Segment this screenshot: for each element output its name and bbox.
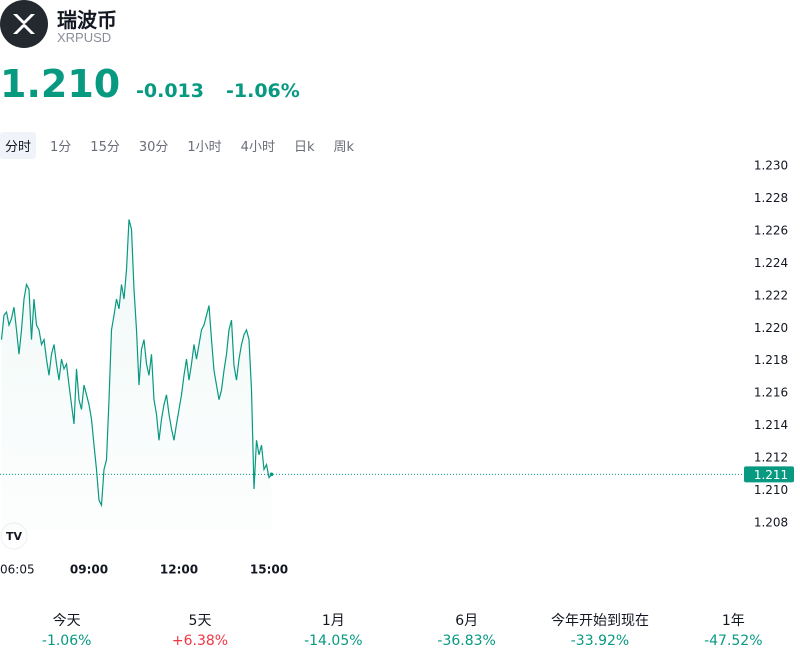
coin-icon — [0, 0, 48, 48]
performance-item[interactable]: 6月 -36.83% — [400, 610, 533, 649]
performance-label: 1年 — [721, 613, 745, 629]
performance-item[interactable]: 今年开始到现在 -33.92% — [533, 610, 666, 649]
performance-label: 今天 — [52, 613, 81, 629]
performance-item[interactable]: 5天 +6.38% — [133, 610, 266, 649]
timeframe-tabs: 分时 1分 15分 30分 1小时 4小时 日k 周k — [0, 132, 368, 159]
timeframe-tab[interactable]: 4小时 — [240, 140, 275, 155]
y-tick-label: 1.228 — [754, 191, 788, 205]
performance-value: -33.92% — [570, 633, 630, 649]
performance-label: 5天 — [188, 613, 212, 629]
timeframe-tab[interactable]: 分时 — [0, 132, 37, 159]
plot: 1.208 1.210 1.212 1.214 1.216 1.218 1.220 1.222… — [0, 158, 788, 531]
y-tick-label: 1.218 — [754, 353, 788, 367]
timeframe-tab[interactable]: 1分 — [50, 140, 72, 155]
y-tick-label: 1.214 — [754, 418, 788, 432]
x-tick-label: 09:00 — [70, 563, 108, 577]
asset-symbol: XRPUSD — [57, 30, 112, 45]
timeframe-tab[interactable]: 周k — [333, 140, 355, 155]
performance-row: 今天 -1.06% 5天 +6.38% 1月 -14.05% 6月 -36.83% 今年开始到现… — [0, 610, 800, 649]
timeframe-tab[interactable]: 1小时 — [187, 140, 222, 155]
asset-name: 瑞波币 — [57, 8, 117, 32]
last-price-label: 1.211 — [754, 468, 788, 482]
y-tick-label: 1.216 — [754, 386, 788, 400]
price-area — [1, 219, 272, 531]
svg-text:TV: TV — [6, 530, 23, 543]
performance-label: 今年开始到现在 — [550, 613, 649, 629]
y-tick-label: 1.230 — [754, 158, 788, 172]
y-tick-label: 1.222 — [754, 288, 788, 302]
performance-item[interactable]: 今天 -1.06% — [0, 610, 133, 649]
y-tick-label: 1.212 — [754, 451, 788, 465]
performance-value: -14.05% — [304, 633, 363, 649]
performance-value: -36.83% — [437, 633, 496, 649]
price: 1.210 — [0, 62, 121, 106]
y-tick-label: 1.226 — [754, 223, 788, 237]
x-tick-label: 15:00 — [250, 563, 288, 577]
timeframe-tab[interactable]: 30分 — [138, 140, 169, 155]
timeframe-tab[interactable]: 15分 — [90, 140, 120, 155]
performance-item[interactable]: 1年 -47.52% — [667, 610, 800, 649]
y-tick-label: 1.220 — [754, 321, 788, 335]
price-change-percent: -1.06% — [226, 80, 300, 102]
performance-value: -47.52% — [704, 633, 763, 649]
performance-value: +6.38% — [171, 633, 229, 649]
timeframe-tab[interactable]: 日k — [293, 140, 315, 155]
chart: TV 1.2081.2101.2121.2141.2161.2181.2201.… — [0, 158, 794, 577]
price-line — [0, 219, 272, 508]
x-tick-label: 06:05 — [0, 563, 35, 577]
price-change: -0.013 — [136, 80, 204, 102]
performance-value: -1.06% — [41, 633, 92, 649]
performance-label: 1月 — [321, 613, 345, 629]
last-point — [269, 472, 274, 477]
x-tick-label: 12:00 — [160, 563, 198, 577]
performance-label: 6月 — [455, 613, 479, 629]
y-tick-label: 1.224 — [754, 256, 788, 270]
performance-item[interactable]: 1月 -14.05% — [267, 610, 400, 649]
last-price-box — [744, 466, 794, 483]
y-tick-label: 1.208 — [754, 516, 788, 530]
y-tick-label: 1.210 — [754, 483, 788, 497]
